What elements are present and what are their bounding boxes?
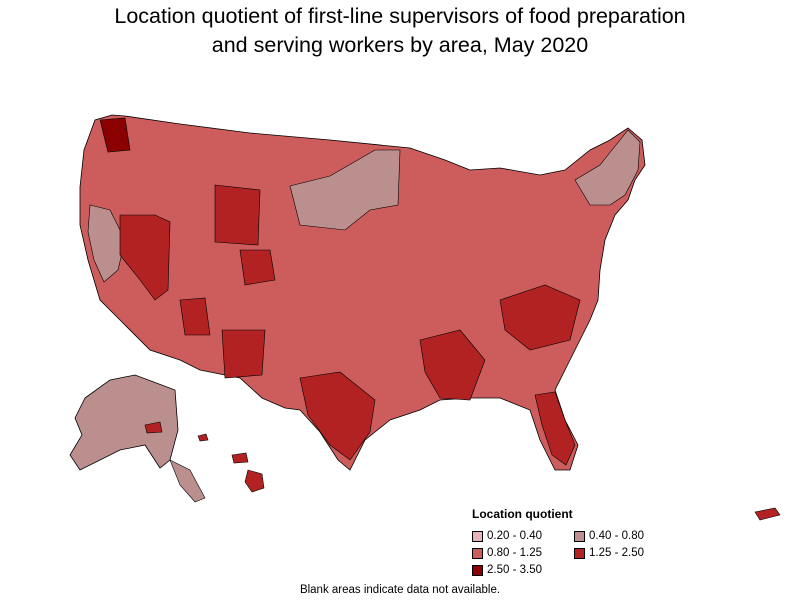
region-new-mexico [221, 329, 266, 379]
region-alaska-panhandle [169, 459, 206, 503]
legend-label: 0.40 - 0.80 [589, 530, 644, 542]
region-hawaii-maui [231, 452, 249, 464]
legend-swatch [574, 530, 585, 542]
region-florida [534, 391, 576, 466]
region-southeast [499, 284, 581, 351]
legend-swatch [472, 547, 483, 559]
region-colorado [239, 249, 276, 286]
region-hawaii-oahu [197, 433, 209, 442]
title-line-2: and serving workers by area, May 2020 [211, 33, 589, 57]
region-alaska-anchorage [144, 421, 163, 434]
legend-item: 2.50 - 3.50 [472, 563, 574, 577]
legend-title: Location quotient [472, 507, 573, 521]
region-nevada [119, 214, 171, 301]
legend-label: 2.50 - 3.50 [487, 564, 542, 576]
legend-swatch [472, 530, 483, 542]
map-title: Location quotient of first-line supervis… [0, 2, 800, 60]
region-california-coast [87, 204, 126, 283]
region-deep-south [419, 329, 486, 401]
title-line-1: Location quotient of first-line supervis… [114, 4, 686, 28]
legend: Location quotient 0.20 - 0.40 0.40 - 0.8… [472, 507, 692, 577]
region-washington [99, 117, 131, 153]
legend-item: 0.20 - 0.40 [472, 529, 574, 543]
region-hawaii-big-island [244, 469, 265, 493]
legend-label: 0.80 - 1.25 [487, 547, 542, 559]
legend-item: 0.80 - 1.25 [472, 546, 574, 560]
region-wyoming [214, 184, 261, 246]
region-alaska [69, 374, 179, 471]
region-northeast [574, 129, 641, 206]
region-puerto-rico [754, 507, 781, 521]
region-texas [299, 371, 376, 461]
legend-label: 1.25 - 2.50 [589, 547, 644, 559]
legend-item: 1.25 - 2.50 [574, 546, 674, 560]
legend-swatch [472, 564, 483, 576]
legend-grid: 0.20 - 0.40 0.40 - 0.80 0.80 - 1.25 1.25… [472, 529, 692, 577]
region-arizona [179, 297, 211, 336]
legend-swatch [574, 547, 585, 559]
footnote: Blank areas indicate data not available. [299, 584, 501, 596]
legend-item: 0.40 - 0.80 [574, 529, 674, 543]
region-northern-plains [289, 149, 401, 231]
legend-label: 0.20 - 0.40 [487, 530, 542, 542]
